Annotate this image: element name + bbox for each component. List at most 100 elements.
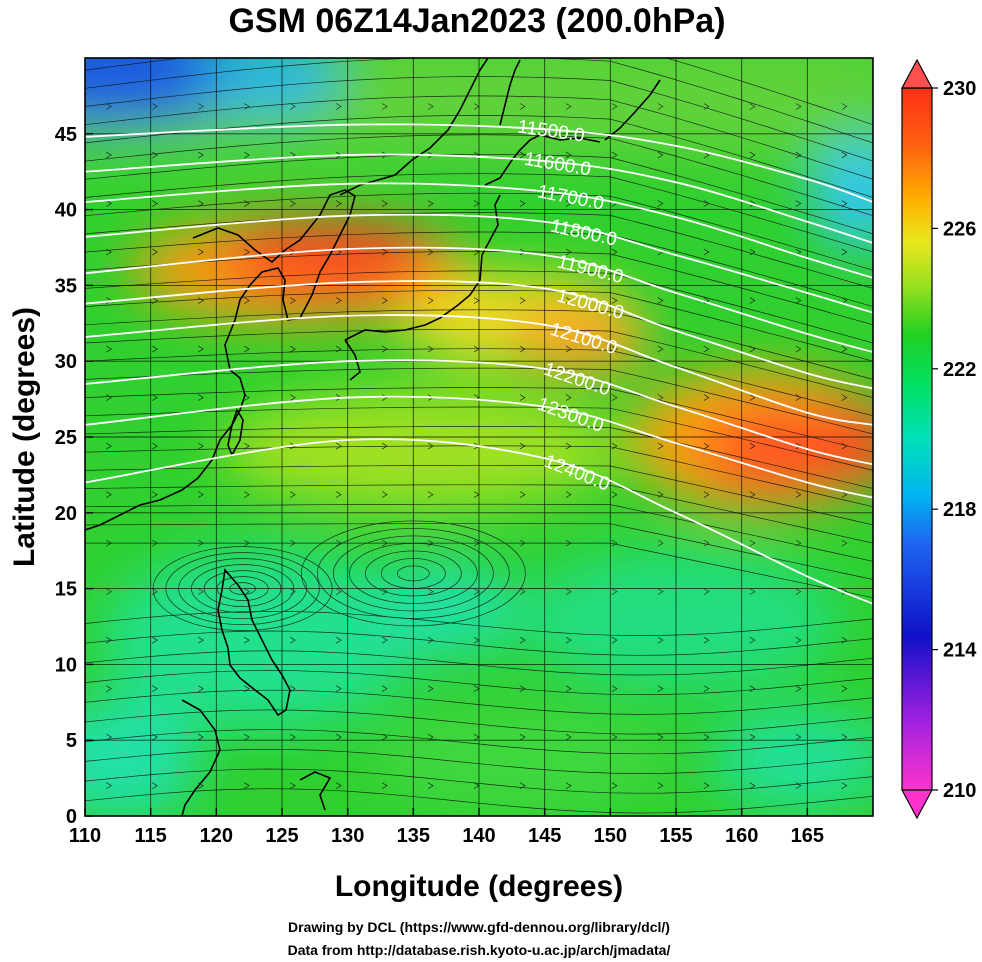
x-axis-ticks: 110 115 120 125 130 135 140 145 150 155 160 165 (69, 808, 824, 847)
wind-arrowhead (335, 685, 342, 692)
grid-lines (85, 58, 873, 816)
wind-arrowhead (657, 733, 664, 741)
wind-arrowhead (611, 685, 618, 692)
wind-arrowhead (657, 394, 664, 401)
wind-arrowhead (565, 200, 572, 207)
wind-arrowhead (749, 491, 756, 498)
wind-arrowhead (657, 588, 664, 595)
wind-arrowhead (611, 248, 618, 256)
credit-data: Data from http://database.rish.kyoto-u.a… (288, 942, 671, 958)
wind-arrowhead (198, 636, 204, 644)
wind-arrowhead (289, 685, 296, 692)
wind-arrowhead (519, 151, 526, 159)
wind-arrowhead (519, 200, 526, 207)
wind-arrowhead (703, 442, 710, 450)
wind-arrowhead (519, 636, 526, 644)
plot-area: 11500.011600.011700.011800.011900.012000… (85, 58, 873, 816)
wind-arrowhead (565, 491, 572, 498)
field-cool-ne (812, 140, 873, 250)
wind-arrowhead (198, 394, 204, 401)
wind-arrowhead (703, 685, 710, 692)
wind-arrowhead (519, 588, 526, 595)
wind-arrowhead (749, 345, 756, 353)
wind-arrowhead (335, 733, 342, 741)
wind-arrowhead (381, 636, 388, 644)
wind-arrowhead (381, 345, 388, 353)
wind-arrowhead (106, 539, 112, 547)
wind-arrowhead (152, 733, 158, 741)
wind-arrowhead (198, 685, 204, 692)
wind-arrowhead (749, 588, 756, 595)
wind-arrowhead (703, 103, 710, 110)
wind-arrowhead (289, 103, 296, 110)
coast-sulawesi (299, 771, 332, 811)
x-tick-label: 155 (659, 825, 692, 847)
wind-arrowhead (565, 636, 572, 644)
wind-arrowhead (289, 394, 296, 401)
wind-arrowhead (841, 636, 848, 644)
wind-arrowhead (565, 782, 572, 789)
wind-arrowhead (335, 539, 342, 547)
contour-line (85, 280, 873, 390)
wind-arrowhead (289, 345, 296, 353)
wind-arrowhead (198, 151, 204, 159)
wind-arrowhead (427, 442, 434, 450)
wind-arrowhead (243, 151, 250, 159)
contour-line (85, 153, 873, 244)
wind-arrowhead (657, 442, 664, 450)
wind-arrowhead (657, 103, 664, 110)
field-tropics-south (370, 710, 670, 810)
wind-arrowhead (841, 685, 848, 692)
wind-arrowhead (565, 685, 572, 692)
wind-arrowhead (427, 103, 434, 110)
wind-arrowhead (841, 588, 848, 595)
y-tick-label: 35 (55, 275, 77, 297)
coast-sakhalin (499, 59, 521, 126)
wind-arrowhead (841, 200, 848, 207)
colorbar-tick-label: 230 (943, 78, 976, 100)
wind-arrowhead (106, 685, 112, 692)
wind-arrowhead (335, 491, 342, 498)
contour-line (85, 395, 873, 499)
wind-arrowhead (657, 782, 664, 789)
wind-arrowhead (243, 539, 250, 547)
coast-korea-china (85, 189, 356, 531)
wind-arrowhead (795, 685, 802, 692)
y-tick-label: 10 (55, 654, 77, 676)
wind-arrowhead (289, 733, 296, 741)
wind-arrowhead (106, 200, 112, 207)
colorbar-gradient (901, 87, 933, 791)
wind-arrowhead (427, 685, 434, 692)
wind-arrowhead (657, 491, 664, 498)
wind-arrowhead (795, 733, 802, 741)
x-tick-label: 115 (135, 825, 167, 847)
x-tick-label: 125 (265, 825, 298, 847)
wind-arrowhead (381, 733, 388, 741)
x-tick-label: 120 (200, 825, 233, 847)
wind-arrowhead (749, 103, 756, 110)
wind-arrowhead (381, 539, 388, 547)
wind-arrowhead (703, 200, 710, 207)
y-tick-label: 5 (66, 730, 77, 752)
wind-arrowhead (198, 297, 204, 304)
x-tick-label: 110 (69, 825, 101, 847)
wind-arrowhead (519, 491, 526, 498)
wind-arrowhead (152, 200, 158, 207)
wind-arrowhead (519, 394, 526, 401)
contour-line (85, 246, 873, 353)
contour-line (85, 123, 873, 203)
colorbar-upper-arrow (900, 58, 934, 89)
wind-arrowhead (565, 297, 572, 304)
coast-russia (339, 58, 489, 196)
contour-line (85, 182, 873, 279)
wind-arrowhead (841, 782, 848, 789)
coast-kurils (604, 79, 661, 141)
y-tick-label: 20 (55, 503, 77, 525)
wind-arrowhead (106, 394, 112, 401)
colorbar-tick-label: 218 (943, 499, 976, 521)
wind-arrowhead (243, 733, 250, 741)
wind-arrowhead (611, 345, 618, 353)
colorbar-tick-label: 226 (943, 218, 976, 240)
wind-arrowhead (427, 733, 434, 741)
